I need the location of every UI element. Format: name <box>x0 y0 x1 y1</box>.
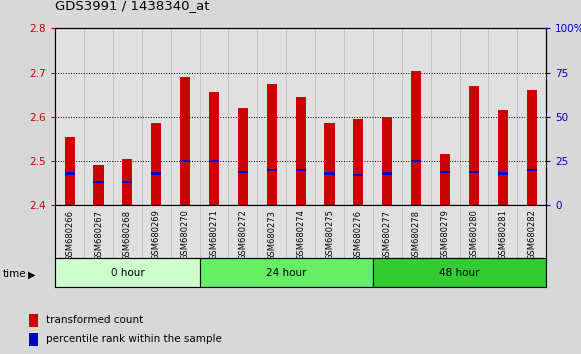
Bar <box>344 28 373 205</box>
Bar <box>28 314 38 327</box>
Bar <box>64 137 75 205</box>
Text: 0 hour: 0 hour <box>110 268 144 278</box>
Text: GSM680266: GSM680266 <box>65 210 74 261</box>
Bar <box>228 28 257 205</box>
Bar <box>469 171 479 173</box>
Bar <box>325 124 335 205</box>
Bar <box>94 181 103 183</box>
Bar <box>113 28 142 205</box>
Text: 48 hour: 48 hour <box>439 268 480 278</box>
Bar <box>55 28 84 205</box>
Bar <box>498 110 508 205</box>
Bar <box>382 172 392 175</box>
Bar <box>353 119 364 205</box>
Text: ▶: ▶ <box>28 269 35 279</box>
Text: GSM680282: GSM680282 <box>527 210 536 261</box>
Bar <box>84 28 113 205</box>
Bar <box>180 77 190 205</box>
Text: GSM680273: GSM680273 <box>267 210 277 261</box>
Bar <box>94 165 103 205</box>
Bar <box>440 154 450 205</box>
Text: GSM680280: GSM680280 <box>469 210 478 261</box>
Bar <box>440 171 450 173</box>
Bar <box>498 172 508 175</box>
Bar <box>267 84 277 205</box>
Bar <box>257 28 286 205</box>
Bar <box>267 169 277 171</box>
Text: GSM680268: GSM680268 <box>123 210 132 261</box>
Bar <box>64 172 75 175</box>
Text: transformed count: transformed count <box>46 315 143 325</box>
Text: 24 hour: 24 hour <box>266 268 307 278</box>
Bar <box>325 172 335 175</box>
Text: GSM680272: GSM680272 <box>238 210 248 261</box>
Bar <box>489 28 517 205</box>
Bar <box>517 28 546 205</box>
Bar <box>238 171 248 173</box>
Bar <box>411 71 421 205</box>
Bar <box>200 258 373 287</box>
Bar <box>469 86 479 205</box>
Text: GSM680274: GSM680274 <box>296 210 305 261</box>
Bar <box>55 258 200 287</box>
Bar <box>373 28 401 205</box>
Text: time: time <box>3 269 27 279</box>
Text: percentile rank within the sample: percentile rank within the sample <box>46 335 221 344</box>
Bar <box>200 28 228 205</box>
Bar <box>373 258 546 287</box>
Bar <box>123 159 132 205</box>
Bar <box>431 28 460 205</box>
Bar <box>209 92 219 205</box>
Bar <box>238 108 248 205</box>
Bar <box>353 174 364 176</box>
Bar <box>526 90 537 205</box>
Text: GSM680270: GSM680270 <box>181 210 189 261</box>
Bar <box>180 160 190 162</box>
Bar <box>382 117 392 205</box>
Text: GDS3991 / 1438340_at: GDS3991 / 1438340_at <box>55 0 210 12</box>
Bar <box>171 28 200 205</box>
Text: GSM680279: GSM680279 <box>440 210 450 261</box>
Text: GSM680275: GSM680275 <box>325 210 334 261</box>
Bar <box>151 172 162 175</box>
Bar <box>296 97 306 205</box>
Bar <box>460 28 489 205</box>
Bar <box>142 28 171 205</box>
Bar <box>526 169 537 171</box>
Bar <box>411 160 421 162</box>
Text: GSM680276: GSM680276 <box>354 210 363 261</box>
Text: GSM680269: GSM680269 <box>152 210 161 261</box>
Bar <box>123 181 132 183</box>
Text: GSM680281: GSM680281 <box>498 210 507 261</box>
Bar <box>209 160 219 162</box>
Bar <box>296 169 306 171</box>
Bar <box>401 28 431 205</box>
Bar <box>286 28 315 205</box>
Text: GSM680267: GSM680267 <box>94 210 103 261</box>
Text: GSM680278: GSM680278 <box>412 210 421 261</box>
Bar <box>315 28 344 205</box>
Bar <box>28 333 38 346</box>
Text: GSM680277: GSM680277 <box>383 210 392 261</box>
Text: GSM680271: GSM680271 <box>210 210 218 261</box>
Bar <box>151 124 162 205</box>
